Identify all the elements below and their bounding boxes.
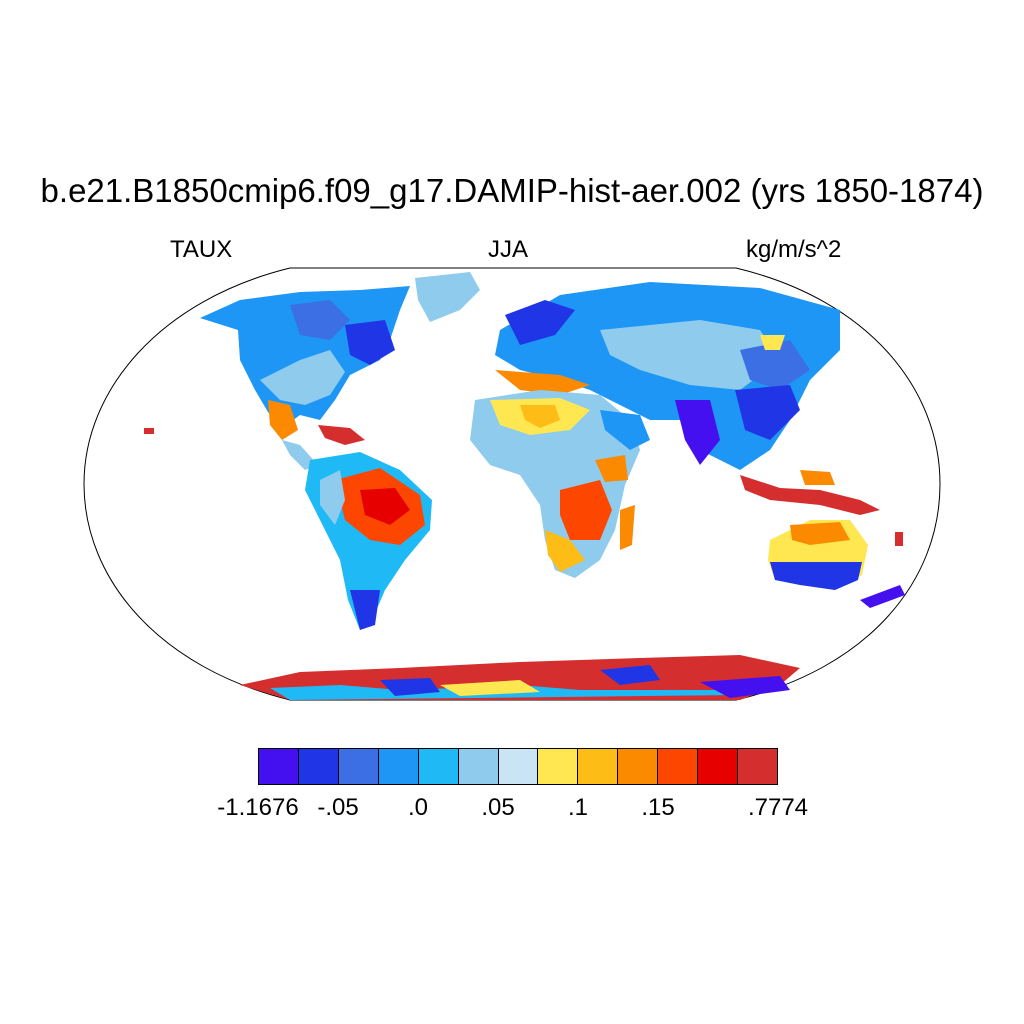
colorbar-tick-label: .05 xyxy=(481,794,515,821)
colorbar-box-1 xyxy=(298,749,339,784)
island-hawaii xyxy=(144,428,154,434)
colorbar-ticks: -1.1676 -.05 .0 .05 .1 .15 .7774 xyxy=(0,794,1024,824)
colorbar-box-10 xyxy=(658,749,699,784)
antarctica xyxy=(240,655,800,700)
colorbar-box-8 xyxy=(578,749,619,784)
colorbar-box-7 xyxy=(538,749,579,784)
north-america xyxy=(200,272,480,470)
maritime-continent xyxy=(740,470,880,515)
colorbar-tick-label: -1.1676 xyxy=(217,794,299,821)
colorbar-tick-label: .15 xyxy=(641,794,675,821)
africa xyxy=(470,390,650,578)
australia xyxy=(768,520,905,608)
colorbar-box-6 xyxy=(498,749,539,784)
colorbar xyxy=(258,748,778,785)
colorbar-box-9 xyxy=(618,749,659,784)
variable-label: TAUX xyxy=(170,236,233,263)
island-newzealand xyxy=(895,532,903,546)
units-label: kg/m/s^2 xyxy=(746,236,842,263)
colorbar-tick-label: .0 xyxy=(407,794,429,821)
colorbar-box-3 xyxy=(378,749,419,784)
colorbar-box-4 xyxy=(418,749,459,784)
colorbar-box-0 xyxy=(259,749,299,784)
eurasia xyxy=(495,282,840,470)
season-label: JJA xyxy=(488,236,529,263)
south-america xyxy=(305,452,432,630)
colorbar-box-5 xyxy=(458,749,499,784)
colorbar-tick-label: .7774 xyxy=(747,794,809,821)
colorbar-tick-label: -.05 xyxy=(317,794,359,821)
colorbar-box-12 xyxy=(738,749,777,784)
colorbar-box-11 xyxy=(698,749,739,784)
plot-title: b.e21.B1850cmip6.f09_g17.DAMIP-hist-aer.… xyxy=(40,172,984,209)
colorbar-tick-label: .1 xyxy=(567,794,589,821)
colorbar-box-2 xyxy=(338,749,379,784)
